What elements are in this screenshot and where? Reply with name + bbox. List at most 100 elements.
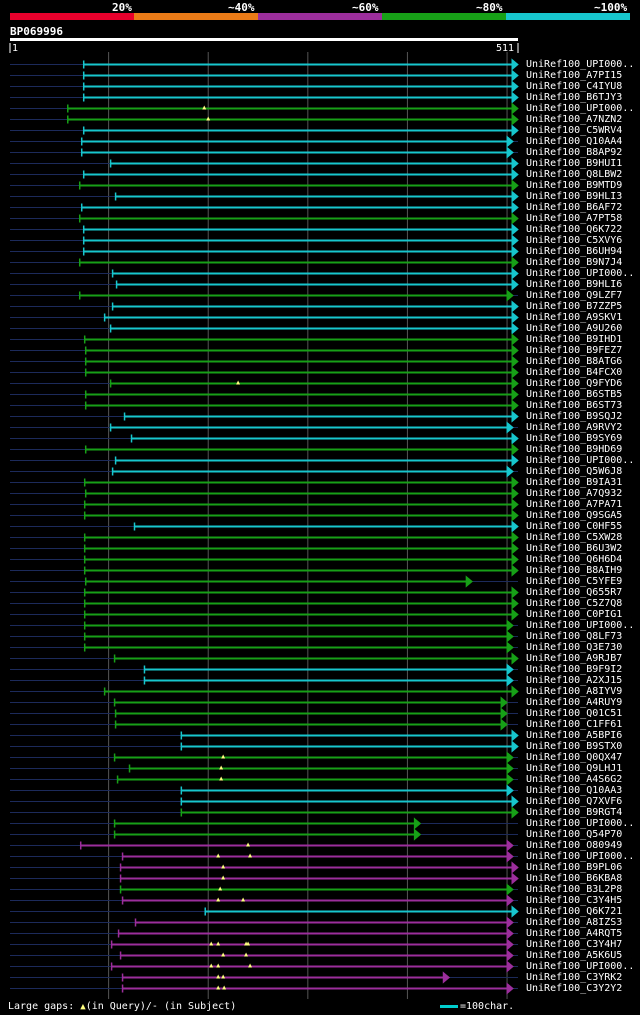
legend-bar-60 xyxy=(258,13,382,20)
hit-name[interactable]: UniRef100_B9HLI3 xyxy=(526,191,623,202)
hit-name[interactable]: UniRef100_A9RJB7 xyxy=(526,653,623,664)
hit-name[interactable]: UniRef100_B8AP92 xyxy=(526,147,623,158)
hit-name[interactable]: UniRef100_B9HLI6 xyxy=(526,279,623,290)
hit-name[interactable]: UniRef100_UPI000.. xyxy=(526,59,635,70)
hit-name[interactable]: UniRef100_A8IYV9 xyxy=(526,686,623,697)
hit-name[interactable]: UniRef100_C3Y2Y2 xyxy=(526,983,623,994)
hit-row xyxy=(10,168,519,181)
hit-end-arrow xyxy=(511,542,519,555)
query-gap-marker xyxy=(216,974,221,979)
hit-name[interactable]: UniRef100_B9SY69 xyxy=(526,433,623,444)
hit-name[interactable]: UniRef100_Q6K721 xyxy=(526,906,623,917)
hit-name[interactable]: UniRef100_B3L2P8 xyxy=(526,884,623,895)
hit-end-arrow xyxy=(511,685,519,698)
hit-name[interactable]: UniRef100_O80949 xyxy=(526,840,623,851)
hit-name[interactable]: UniRef100_B4FCX0 xyxy=(526,367,623,378)
hit-name[interactable]: UniRef100_Q9LHJ1 xyxy=(526,763,623,774)
hit-name[interactable]: UniRef100_C4IYU8 xyxy=(526,81,623,92)
hit-end-arrow xyxy=(511,531,519,544)
hit-name[interactable]: UniRef100_UPI000.. xyxy=(526,103,635,114)
hit-name[interactable]: UniRef100_Q0QX47 xyxy=(526,752,623,763)
hit-name[interactable]: UniRef100_A2XJ15 xyxy=(526,675,623,686)
hit-name[interactable]: UniRef100_Q54P70 xyxy=(526,829,623,840)
hit-row xyxy=(10,388,519,401)
hit-name[interactable]: UniRef100_B9HD69 xyxy=(526,444,623,455)
hit-row xyxy=(10,157,519,170)
hit-name[interactable]: UniRef100_Q9FYD6 xyxy=(526,378,623,389)
hit-name[interactable]: UniRef100_C0HF55 xyxy=(526,521,623,532)
hit-name[interactable]: UniRef100_Q9SGA5 xyxy=(526,510,623,521)
hit-name[interactable]: UniRef100_B6U3W2 xyxy=(526,543,623,554)
hit-row xyxy=(10,729,519,742)
hit-name[interactable]: UniRef100_A4RQT5 xyxy=(526,928,623,939)
hit-name[interactable]: UniRef100_Q10AA4 xyxy=(526,136,623,147)
hit-name[interactable]: UniRef100_Q5W6J8 xyxy=(526,466,623,477)
hit-name[interactable]: UniRef100_C3Y4H7 xyxy=(526,939,623,950)
hit-row xyxy=(10,861,519,874)
hit-row xyxy=(10,179,519,192)
hit-name[interactable]: UniRef100_C1FF61 xyxy=(526,719,623,730)
hit-name[interactable]: UniRef100_UPI000.. xyxy=(526,851,635,862)
hit-name[interactable]: UniRef100_B6STB5 xyxy=(526,389,623,400)
hit-name[interactable]: UniRef100_A8IZS3 xyxy=(526,917,623,928)
hit-name[interactable]: UniRef100_B6AF72 xyxy=(526,202,623,213)
hit-name[interactable]: UniRef100_A4RUY9 xyxy=(526,697,623,708)
hit-name[interactable]: UniRef100_Q6K722 xyxy=(526,224,623,235)
hit-name[interactable]: UniRef100_Q3E730 xyxy=(526,642,623,653)
hit-name[interactable]: UniRef100_A9SKV1 xyxy=(526,312,623,323)
hit-name[interactable]: UniRef100_A5BPI6 xyxy=(526,730,623,741)
hit-name[interactable]: UniRef100_C5YFE9 xyxy=(526,576,623,587)
hit-name[interactable]: UniRef100_A7PA71 xyxy=(526,499,623,510)
hit-name[interactable]: UniRef100_B9MTD9 xyxy=(526,180,623,191)
hit-name[interactable]: UniRef100_B9RGT4 xyxy=(526,807,623,818)
hit-name[interactable]: UniRef100_C3YRK2 xyxy=(526,972,623,983)
hit-name[interactable]: UniRef100_A9RVY2 xyxy=(526,422,623,433)
legend-bar-20 xyxy=(10,13,134,20)
hit-name[interactable]: UniRef100_B9PL06 xyxy=(526,862,623,873)
hit-name[interactable]: UniRef100_B9STX0 xyxy=(526,741,623,752)
hit-name[interactable]: UniRef100_UPI000.. xyxy=(526,455,635,466)
hit-name[interactable]: UniRef100_UPI000.. xyxy=(526,268,635,279)
hit-name[interactable]: UniRef100_B9IA31 xyxy=(526,477,623,488)
hit-name[interactable]: UniRef100_Q9LZF7 xyxy=(526,290,623,301)
hit-name[interactable]: UniRef100_C3Y4H5 xyxy=(526,895,623,906)
hit-name[interactable]: UniRef100_B9IHD1 xyxy=(526,334,623,345)
hit-name[interactable]: UniRef100_A7Q932 xyxy=(526,488,623,499)
hit-name[interactable]: UniRef100_A7PT58 xyxy=(526,213,623,224)
hit-name[interactable]: UniRef100_B8ATG6 xyxy=(526,356,623,367)
hit-name[interactable]: UniRef100_A7NZN2 xyxy=(526,114,623,125)
hit-name[interactable]: UniRef100_A9U260 xyxy=(526,323,623,334)
hit-name[interactable]: UniRef100_Q6H6D4 xyxy=(526,554,623,565)
hit-name[interactable]: UniRef100_UPI000.. xyxy=(526,961,635,972)
hit-name[interactable]: UniRef100_UPI000.. xyxy=(526,620,635,631)
hit-name[interactable]: UniRef100_B9HUI1 xyxy=(526,158,623,169)
hit-name[interactable]: UniRef100_Q7XVF6 xyxy=(526,796,623,807)
hit-name[interactable]: UniRef100_Q655R7 xyxy=(526,587,623,598)
hit-name[interactable]: UniRef100_B7ZZP5 xyxy=(526,301,623,312)
hit-name[interactable]: UniRef100_C5XVY6 xyxy=(526,235,623,246)
hit-name[interactable]: UniRef100_B6ST73 xyxy=(526,400,623,411)
hit-name[interactable]: UniRef100_B6KBA8 xyxy=(526,873,623,884)
hit-name[interactable]: UniRef100_Q10AA3 xyxy=(526,785,623,796)
hit-end-arrow xyxy=(506,938,514,951)
hit-row xyxy=(10,377,519,390)
hit-name[interactable]: UniRef100_A5K6U5 xyxy=(526,950,623,961)
hit-name[interactable]: UniRef100_B9N7J4 xyxy=(526,257,623,268)
hit-name[interactable]: UniRef100_B8AIH9 xyxy=(526,565,623,576)
hit-name[interactable]: UniRef100_C0PIG1 xyxy=(526,609,623,620)
hit-name[interactable]: UniRef100_B9FEZ7 xyxy=(526,345,623,356)
hit-name[interactable]: UniRef100_A7PI15 xyxy=(526,70,623,81)
hit-name[interactable]: UniRef100_Q8LBW2 xyxy=(526,169,623,180)
hit-name[interactable]: UniRef100_B9SQJ2 xyxy=(526,411,623,422)
hit-name[interactable]: UniRef100_Q8LF73 xyxy=(526,631,623,642)
hit-name[interactable]: UniRef100_B6UH94 xyxy=(526,246,623,257)
hit-name[interactable]: UniRef100_C5WRV4 xyxy=(526,125,623,136)
hit-name[interactable]: UniRef100_C5Z7Q8 xyxy=(526,598,623,609)
hit-name[interactable]: UniRef100_UPI000.. xyxy=(526,818,635,829)
hit-name[interactable]: UniRef100_B9F9I2 xyxy=(526,664,623,675)
hit-name[interactable]: UniRef100_B6TJY3 xyxy=(526,92,623,103)
hit-name[interactable]: UniRef100_C5XW28 xyxy=(526,532,623,543)
query-gap-marker xyxy=(216,941,221,946)
hit-name[interactable]: UniRef100_A4S6G2 xyxy=(526,774,623,785)
hit-name[interactable]: UniRef100_Q01C51 xyxy=(526,708,623,719)
